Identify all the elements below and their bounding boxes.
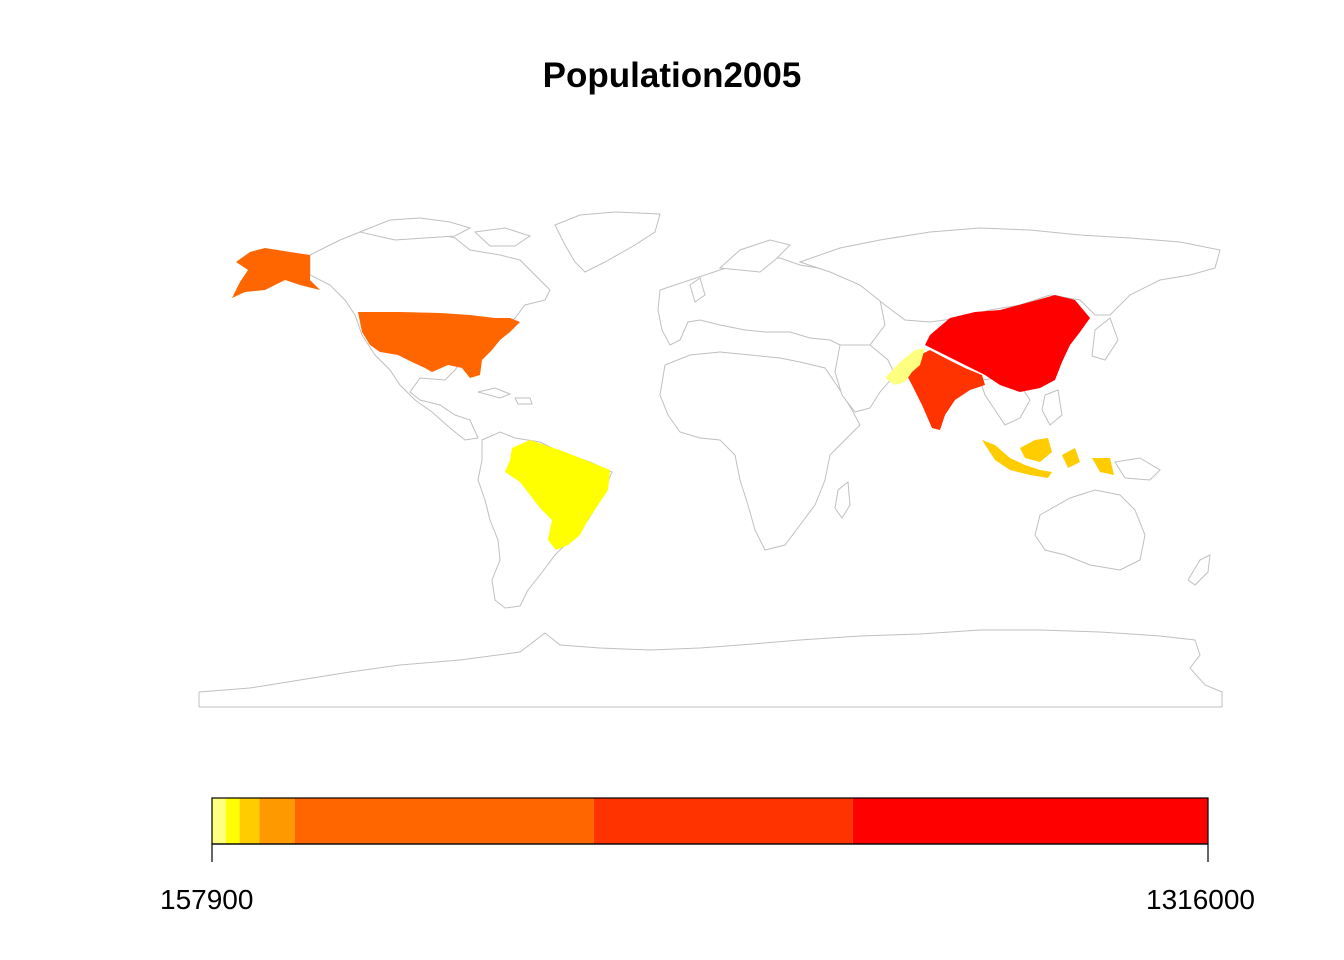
philippines-land — [1041, 389, 1063, 426]
papua-land — [1114, 457, 1161, 481]
greenland-land — [554, 211, 661, 273]
country-united-states — [358, 312, 520, 378]
canada-islands — [358, 217, 532, 247]
madagascar-land — [834, 481, 851, 519]
legend-bin-2 — [225, 798, 240, 844]
legend-bin-3 — [239, 798, 260, 844]
australia-land — [1034, 489, 1146, 571]
legend-min-label: 157900 — [160, 884, 254, 915]
legend-bin-7 — [852, 798, 1208, 844]
middle-east-land — [834, 344, 896, 413]
legend-bin-5 — [294, 798, 594, 844]
uk-land — [689, 277, 706, 303]
europe-land — [657, 257, 886, 351]
country-indonesia — [982, 438, 1114, 478]
legend-bin-4 — [259, 798, 295, 844]
africa-land — [659, 351, 861, 551]
caribbean-islands — [477, 387, 533, 405]
scandinavia-land — [718, 239, 791, 273]
northern-asia-land — [798, 227, 1221, 323]
country-brazil — [505, 440, 610, 550]
country-united-states-alaska — [232, 248, 320, 298]
country-india — [905, 350, 985, 430]
country-pakistan — [885, 348, 925, 385]
legend-max-label: 1316000 — [1146, 884, 1256, 915]
legend-bin-1 — [212, 798, 226, 844]
new-zealand-land — [1187, 554, 1211, 586]
map-title: Population2005 — [542, 56, 802, 95]
japan-land — [1091, 317, 1119, 361]
antarctica-land — [198, 629, 1223, 693]
country-china — [925, 295, 1090, 392]
legend-bin-6 — [593, 798, 853, 844]
